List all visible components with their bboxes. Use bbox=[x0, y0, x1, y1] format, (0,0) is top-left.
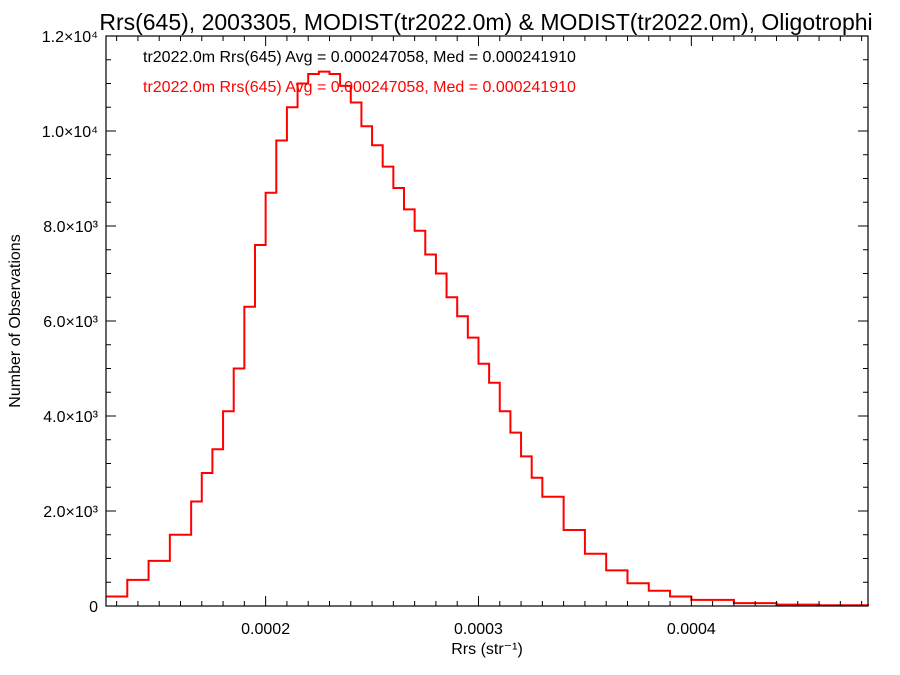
x-tick-label: 0.0002 bbox=[241, 621, 290, 638]
y-tick-label: 1.0×10⁴ bbox=[42, 124, 98, 141]
y-tick-label: 2.0×10³ bbox=[43, 504, 98, 521]
histogram-series-0 bbox=[106, 70, 869, 607]
y-tick-label: 1.2×10⁴ bbox=[42, 29, 98, 46]
x-tick-label: 0.0003 bbox=[454, 621, 503, 638]
tick-layer bbox=[106, 35, 868, 607]
chart-title: Rrs(645), 2003305, MODIST(tr2022.0m) & M… bbox=[99, 9, 872, 35]
x-tick-label: 0.0004 bbox=[667, 621, 716, 638]
annotation-red: tr2022.0m Rrs(645) Avg = 0.000247058, Me… bbox=[143, 79, 576, 96]
x-tick-labels: 0.0002 0.0003 0.0004 bbox=[241, 621, 716, 638]
y-tick-label: 0 bbox=[89, 599, 98, 616]
y-tick-label: 6.0×10³ bbox=[43, 314, 98, 331]
y-tick-labels: 0 2.0×10³ 4.0×10³ 6.0×10³ 8.0×10³ 1.0×10⁴ 1.2×… bbox=[42, 29, 99, 616]
y-tick-label: 4.0×10³ bbox=[43, 409, 98, 426]
plot-frame bbox=[105, 35, 869, 607]
y-axis-label: Number of Observations bbox=[7, 234, 24, 407]
x-axis-label: Rrs (str⁻¹) bbox=[451, 641, 523, 658]
annotation-black: tr2022.0m Rrs(645) Avg = 0.000247058, Me… bbox=[143, 49, 576, 66]
series-layer bbox=[106, 70, 869, 607]
y-tick-label: 8.0×10³ bbox=[43, 219, 98, 236]
